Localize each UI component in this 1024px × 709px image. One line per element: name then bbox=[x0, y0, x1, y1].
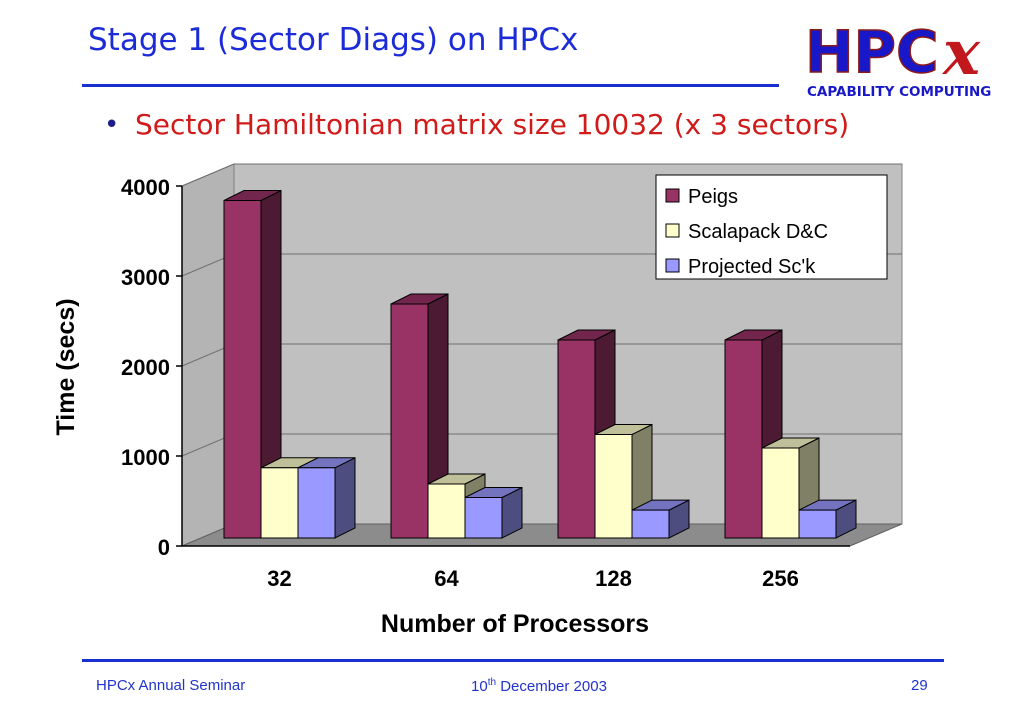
bar-scalapack-d-c-256 bbox=[761, 447, 800, 539]
footer-date-suffix: th bbox=[487, 677, 497, 688]
title-underline bbox=[82, 84, 779, 87]
bar-projected-sc-k-256 bbox=[798, 509, 837, 539]
slide-title: Stage 1 (Sector Diags) on HPCx bbox=[88, 22, 579, 58]
legend-box bbox=[655, 174, 888, 280]
footer-date-rest: December 2003 bbox=[496, 678, 607, 695]
legend-label: Peigs bbox=[688, 186, 738, 208]
footer-page-number: 29 bbox=[911, 677, 928, 694]
bar-projected-sc-k-32 bbox=[297, 467, 336, 539]
y-tick-label: 2000 bbox=[121, 355, 170, 380]
y-tick-label: 4000 bbox=[121, 175, 170, 200]
bar-scalapack-d-c-64 bbox=[427, 483, 466, 539]
bar-side-projected-sc-k-32 bbox=[334, 456, 356, 539]
x-tick-label: 64 bbox=[434, 566, 459, 591]
legend-swatch bbox=[665, 223, 680, 238]
y-tick-label: 3000 bbox=[121, 265, 170, 290]
legend-label: Projected Sc'k bbox=[688, 256, 816, 278]
logo-main-text: HPC bbox=[805, 18, 939, 86]
x-tick-label: 256 bbox=[762, 566, 799, 591]
hpcx-logo: HPC x CAPABILITY COMPUTING bbox=[804, 16, 991, 100]
legend-label: Scalapack D&C bbox=[688, 221, 828, 243]
y-axis-title: Time (secs) bbox=[52, 298, 80, 435]
y-tick-label: 0 bbox=[158, 535, 170, 560]
bar-peigs-256 bbox=[724, 339, 763, 539]
bar-peigs-128 bbox=[557, 339, 596, 539]
bar-projected-sc-k-128 bbox=[631, 509, 670, 539]
logo-tagline: CAPABILITY COMPUTING bbox=[807, 84, 991, 100]
logo-accent-text: x bbox=[941, 16, 981, 89]
gridline bbox=[181, 163, 902, 187]
bar-scalapack-d-c-128 bbox=[594, 434, 633, 539]
bar-peigs-32 bbox=[223, 200, 262, 539]
x-axis-title: Number of Processors bbox=[381, 610, 649, 638]
footer-date-day: 10 bbox=[471, 678, 488, 695]
legend-swatch bbox=[665, 188, 680, 203]
footer-seminar: HPCx Annual Seminar bbox=[96, 677, 246, 694]
bar-projected-sc-k-64 bbox=[464, 497, 503, 539]
x-tick-label: 128 bbox=[595, 566, 632, 591]
y-tick-label: 1000 bbox=[121, 445, 170, 470]
bar-peigs-64 bbox=[390, 303, 429, 539]
bar-scalapack-d-c-32 bbox=[260, 467, 299, 539]
bullet-marker: • bbox=[104, 110, 120, 140]
legend-swatch bbox=[665, 258, 680, 273]
x-tick-label: 32 bbox=[267, 566, 291, 591]
footer-rule bbox=[82, 659, 944, 662]
slide-subtitle: Sector Hamiltonian matrix size 10032 (x … bbox=[135, 108, 850, 141]
footer-date: 10th December 2003 bbox=[471, 677, 607, 695]
